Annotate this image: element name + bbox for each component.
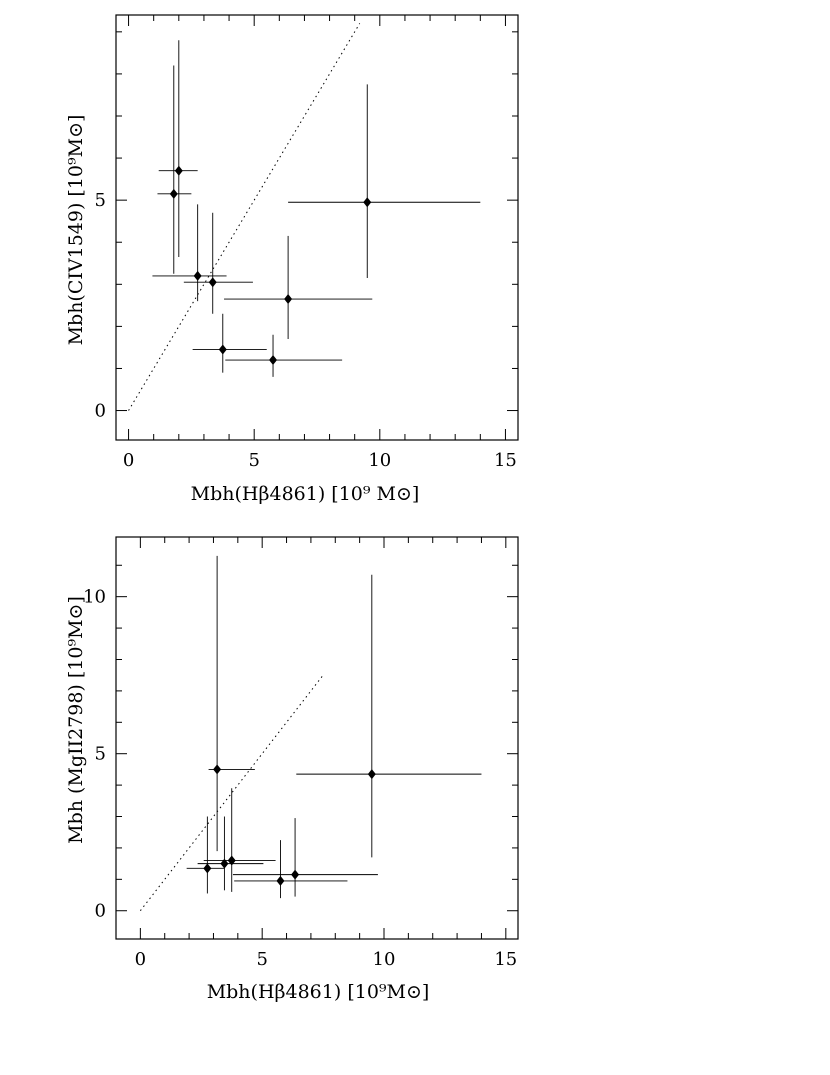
- y-tick-label: 5: [95, 190, 106, 211]
- x-axis-label: Mbh(Hβ4861) [10⁹M⊙]: [207, 981, 430, 1003]
- data-point: [208, 555, 255, 852]
- data-point: [225, 334, 343, 377]
- data-point: [234, 840, 348, 899]
- y-tick-label: 0: [95, 901, 106, 922]
- plot-panel-civ: [115, 14, 519, 441]
- diamond-marker: [227, 855, 236, 866]
- x-tick-label: 10: [373, 949, 396, 970]
- x-axis-label: Mbh(Hβ4861) [10⁹ M⊙]: [191, 483, 420, 505]
- plot-frame: [115, 14, 519, 441]
- diamond-marker: [208, 277, 217, 288]
- diamond-marker: [218, 344, 227, 355]
- diamond-marker: [276, 875, 285, 886]
- x-tick-label: 15: [494, 450, 517, 471]
- diamond-marker: [291, 869, 300, 880]
- x-tick-label: 5: [248, 450, 259, 471]
- data-point: [183, 212, 253, 314]
- diamond-marker: [367, 769, 376, 780]
- data-marks: [186, 555, 482, 899]
- diamond-marker: [284, 294, 293, 305]
- x-tick-label: 5: [256, 949, 267, 970]
- data-point: [157, 65, 192, 274]
- plot-frame: [115, 536, 519, 940]
- diamond-marker: [213, 764, 222, 775]
- data-point: [288, 84, 481, 278]
- diamond-marker: [269, 355, 278, 366]
- data-marks: [152, 40, 481, 377]
- diamond-marker: [169, 188, 178, 199]
- data-point: [224, 235, 373, 340]
- y-tick-label: 5: [95, 744, 106, 765]
- y-axis-label: Mbh(CIV1549) [10⁹M⊙]: [65, 115, 87, 346]
- plot-panel-mgii: [115, 536, 519, 940]
- diamond-marker: [363, 197, 372, 208]
- axis-ticks: [116, 15, 518, 440]
- data-point: [152, 204, 227, 302]
- data-point: [192, 313, 267, 373]
- data-point: [232, 818, 378, 897]
- axis-ticks: [115, 537, 518, 939]
- diamond-marker: [220, 858, 229, 869]
- diamond-marker: [203, 863, 212, 874]
- data-point: [296, 574, 482, 858]
- reference-line: [128, 23, 361, 411]
- y-tick-label: 10: [83, 587, 106, 608]
- diamond-marker: [193, 270, 202, 281]
- x-tick-label: 10: [368, 450, 391, 471]
- data-point: [186, 816, 225, 894]
- x-tick-label: 15: [494, 949, 517, 970]
- data-point: [158, 40, 198, 257]
- x-tick-label: 0: [135, 949, 146, 970]
- x-tick-label: 0: [123, 450, 134, 471]
- diamond-marker: [174, 165, 183, 176]
- data-point: [203, 788, 276, 892]
- y-tick-label: 0: [95, 401, 106, 422]
- y-axis-label: Mbh (MgII2798) [10⁹M⊙]: [65, 596, 87, 844]
